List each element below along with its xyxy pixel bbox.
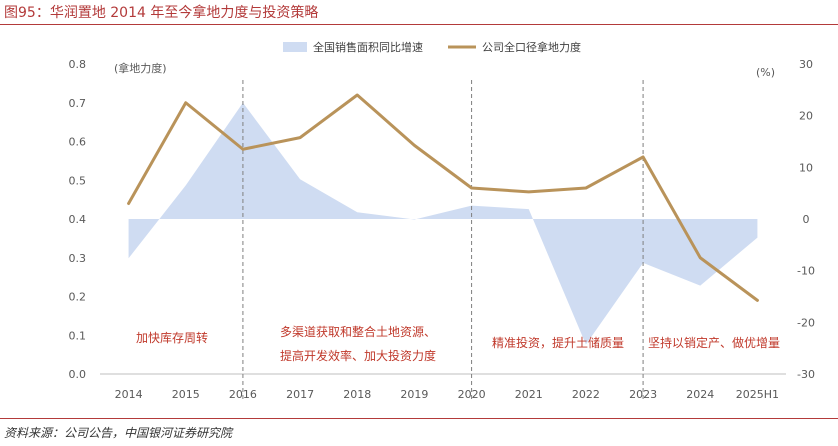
period-annotation: 精准投资，提升土储质量: [492, 335, 624, 350]
legend-label-area: 全国销售面积同比增速: [313, 40, 423, 54]
x-tick-label: 2017: [286, 388, 314, 401]
y-right-tick-label: 10: [799, 161, 813, 174]
y-left-tick-label: 0.1: [69, 329, 87, 342]
y-right-tick-label: -30: [797, 368, 815, 381]
combo-chart: 0.0 0.1 0.2 0.3 0.4 0.5 0.6 0.7 0.8 -30 -20 -10 0 10 2…: [69, 40, 815, 401]
y-right-tick-label: 30: [799, 58, 813, 71]
x-tick-label: 2023: [629, 388, 657, 401]
legend-swatch-area: [283, 42, 307, 52]
y-left-axis-label: (拿地力度): [114, 61, 167, 75]
y-left-tick-label: 0.5: [69, 174, 87, 187]
x-tick-label: 2021: [515, 388, 543, 401]
x-tick-label: 2020: [458, 388, 486, 401]
y-right-axis-label: (%): [756, 66, 775, 79]
period-annotation: 多渠道获取和整合土地资源、: [280, 324, 436, 339]
x-tick-label: 2018: [343, 388, 371, 401]
area-series-sales-yoy: [128, 102, 758, 345]
x-tick-label: 2014: [115, 388, 143, 401]
source-note: 资料来源：公司公告，中国银河证券研究院: [4, 426, 233, 440]
y-right-tick-label: 20: [799, 110, 813, 123]
chart-title: 图95：华润置地 2014 年至今拿地力度与投资策略: [4, 5, 319, 21]
x-tick-label: 2016: [229, 388, 257, 401]
y-left-tick-label: 0.0: [69, 368, 87, 381]
y-right-tick-label: 0: [803, 213, 810, 226]
y-left-tick-label: 0.2: [69, 291, 87, 304]
y-left-tick-label: 0.3: [69, 252, 87, 265]
y-right-tick-label: -10: [797, 265, 815, 278]
y-left-tick-label: 0.7: [69, 97, 87, 110]
x-tick-label: 2025H1: [736, 388, 779, 401]
y-left-tick-label: 0.6: [69, 136, 87, 149]
legend-label-line: 公司全口径拿地力度: [482, 40, 581, 54]
title-divider: [0, 24, 838, 25]
footer-divider: [0, 418, 838, 419]
x-tick-label: 2019: [400, 388, 428, 401]
y-right-tick-label: -20: [797, 316, 815, 329]
line-series-land-intensity: [127, 93, 759, 302]
x-tick-label: 2024: [686, 388, 714, 401]
y-left-tick-label: 0.8: [69, 58, 87, 71]
period-annotation: 加快库存周转: [136, 330, 208, 345]
x-tick-label: 2015: [172, 388, 200, 401]
period-annotation: 坚持以销定产、做优增量: [648, 335, 780, 350]
period-annotation: 提高开发效率、加大投资力度: [280, 348, 436, 363]
y-left-tick-label: 0.4: [69, 213, 87, 226]
x-tick-label: 2022: [572, 388, 600, 401]
